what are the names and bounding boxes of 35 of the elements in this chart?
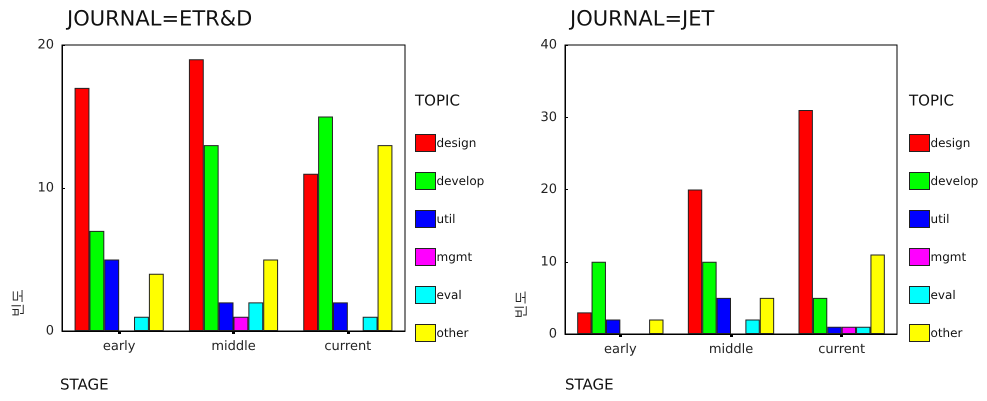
legend-label: develop — [930, 174, 978, 188]
y-axis-title: 빈도 — [513, 290, 529, 318]
legend-label: util — [930, 212, 950, 226]
x-tick-label: current — [324, 339, 372, 354]
x-axis-title: STAGE — [60, 376, 109, 394]
y-tick-label: 0 — [548, 326, 557, 342]
legend-label: other — [930, 326, 963, 340]
chart-title: JOURNAL=ETR&D — [65, 6, 252, 30]
x-tick-label: early — [102, 339, 136, 354]
chart-title: JOURNAL=JET — [568, 6, 715, 30]
x-tick-label: current — [818, 342, 866, 357]
legend-title: TOPIC — [908, 92, 954, 110]
legend-label: other — [436, 326, 469, 340]
y-tick-label: 20 — [540, 182, 557, 197]
legend-label: design — [930, 136, 970, 150]
y-tick-label: 40 — [540, 38, 557, 52]
x-axis-title: STAGE — [565, 376, 614, 394]
legend-label: mgmt — [930, 250, 966, 264]
legend-title: TOPIC — [414, 92, 460, 110]
x-tick-label: middle — [211, 339, 256, 354]
y-tick-label: 30 — [540, 110, 557, 125]
y-tick-label: 0 — [46, 324, 54, 338]
bar — [649, 320, 664, 334]
legend-label: design — [436, 136, 476, 150]
x-tick-label: early — [604, 342, 637, 357]
legend-label: util — [436, 212, 456, 226]
legend-label: eval — [930, 288, 956, 302]
y-axis-title: 빈도 — [10, 289, 26, 317]
legend-label: develop — [436, 174, 484, 188]
legend-label: eval — [436, 288, 462, 302]
x-tick-label: middle — [708, 342, 754, 357]
y-tick-label: 10 — [37, 180, 54, 196]
y-tick-label: 20 — [37, 38, 54, 52]
legend-label: mgmt — [436, 250, 472, 264]
y-tick-label: 10 — [540, 254, 557, 270]
